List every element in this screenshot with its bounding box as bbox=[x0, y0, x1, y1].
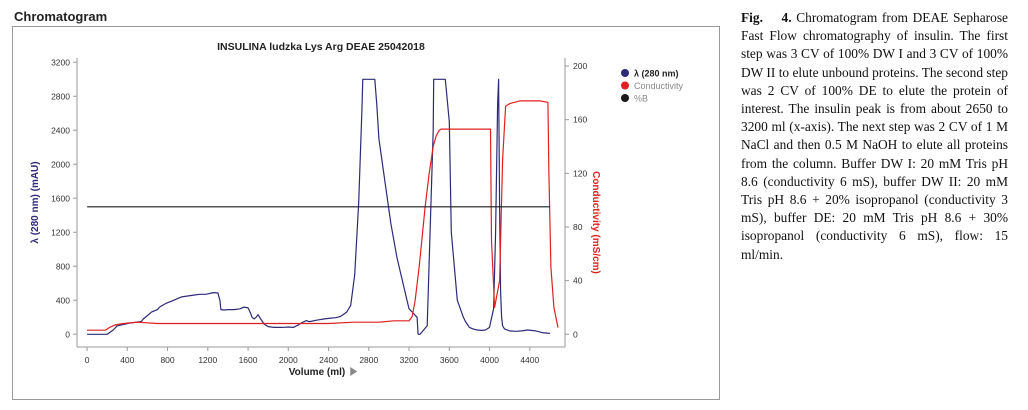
y-tick-label: 3200 bbox=[51, 57, 70, 67]
legend-marker bbox=[621, 69, 629, 77]
figure-caption: Fig. 4. Chromatogram from DEAE Sepharose… bbox=[741, 10, 1008, 262]
series-line-1 bbox=[87, 100, 559, 331]
legend-marker bbox=[621, 81, 629, 90]
x-tick-label: 3600 bbox=[440, 355, 459, 365]
y2-tick-label: 160 bbox=[573, 115, 587, 125]
y2-tick-label: 80 bbox=[573, 222, 583, 232]
x-tick-label: 2800 bbox=[359, 355, 378, 365]
y2-tick-label: 200 bbox=[573, 61, 587, 71]
y-tick-label: 1200 bbox=[51, 227, 70, 237]
x-axis-label: Volume (ml) bbox=[289, 367, 345, 378]
x-axis-arrow-icon bbox=[350, 367, 358, 376]
y-tick-label: 2800 bbox=[51, 91, 70, 101]
x-tick-label: 2400 bbox=[319, 355, 338, 365]
x-tick-label: 400 bbox=[120, 355, 134, 365]
x-tick-label: 1200 bbox=[198, 355, 217, 365]
x-tick-label: 4400 bbox=[520, 355, 539, 365]
legend-label: λ (280 nm) bbox=[634, 69, 679, 79]
legend-label: Conductivity bbox=[634, 81, 684, 91]
y2-tick-label: 120 bbox=[573, 168, 587, 178]
x-tick-label: 3200 bbox=[400, 355, 419, 365]
y2-tick-label: 40 bbox=[573, 276, 583, 286]
x-tick-label: 0 bbox=[85, 355, 90, 365]
y-tick-label: 2000 bbox=[51, 159, 70, 169]
y2-tick-label: 0 bbox=[573, 329, 578, 339]
x-tick-label: 4000 bbox=[480, 355, 499, 365]
series-line-0 bbox=[87, 78, 550, 335]
x-tick-label: 1600 bbox=[239, 355, 258, 365]
y-tick-label: 800 bbox=[56, 261, 70, 271]
y-tick-label: 1600 bbox=[51, 193, 70, 203]
y-tick-label: 0 bbox=[65, 329, 70, 339]
x-tick-label: 2000 bbox=[279, 355, 298, 365]
chart-frame: INSULINA ludzka Lys Arg DEAE 25042018 0 40… bbox=[12, 26, 720, 400]
y-tick-label: 400 bbox=[56, 295, 70, 305]
y-tick-label: 2400 bbox=[51, 125, 70, 135]
legend-marker bbox=[621, 94, 629, 102]
chart-title: INSULINA ludzka Lys Arg DEAE 25042018 bbox=[217, 41, 425, 53]
chart-heading: Chromatogram bbox=[14, 9, 108, 24]
legend-label: %B bbox=[634, 94, 648, 104]
chromatogram-chart: INSULINA ludzka Lys Arg DEAE 25042018 0 40… bbox=[30, 41, 684, 378]
x-tick-label: 800 bbox=[160, 355, 174, 365]
figure-label: Fig. 4. bbox=[741, 10, 792, 25]
y-axis-label: λ (280 nm) (mAU) bbox=[30, 161, 41, 243]
y2-axis-label: Conductivity (mS/cm) bbox=[590, 171, 601, 274]
